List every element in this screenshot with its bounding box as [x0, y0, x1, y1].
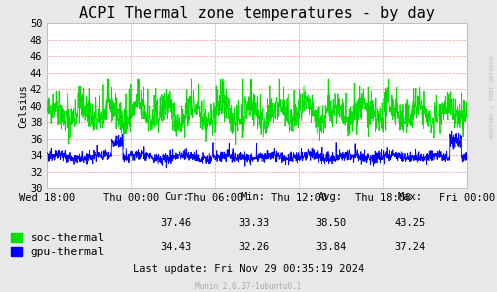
- Text: Last update: Fri Nov 29 00:35:19 2024: Last update: Fri Nov 29 00:35:19 2024: [133, 264, 364, 274]
- Text: 34.43: 34.43: [161, 242, 192, 252]
- Text: 33.33: 33.33: [238, 218, 269, 228]
- Text: Munin 2.0.37-1ubuntu0.1: Munin 2.0.37-1ubuntu0.1: [195, 282, 302, 291]
- Text: Avg:: Avg:: [318, 192, 343, 202]
- Text: Cur:: Cur:: [164, 192, 189, 202]
- Text: 33.84: 33.84: [315, 242, 346, 252]
- Text: 37.46: 37.46: [161, 218, 192, 228]
- Text: 32.26: 32.26: [238, 242, 269, 252]
- Title: ACPI Thermal zone temperatures - by day: ACPI Thermal zone temperatures - by day: [79, 6, 435, 21]
- Text: 38.50: 38.50: [315, 218, 346, 228]
- Text: Max:: Max:: [398, 192, 422, 202]
- Text: Min:: Min:: [241, 192, 266, 202]
- Text: 43.25: 43.25: [395, 218, 425, 228]
- Text: 37.24: 37.24: [395, 242, 425, 252]
- Text: RRDTOOL / TOBI OETIKER: RRDTOOL / TOBI OETIKER: [490, 55, 495, 138]
- Legend: soc-thermal, gpu-thermal: soc-thermal, gpu-thermal: [10, 233, 105, 257]
- Y-axis label: Celsius: Celsius: [18, 84, 28, 128]
